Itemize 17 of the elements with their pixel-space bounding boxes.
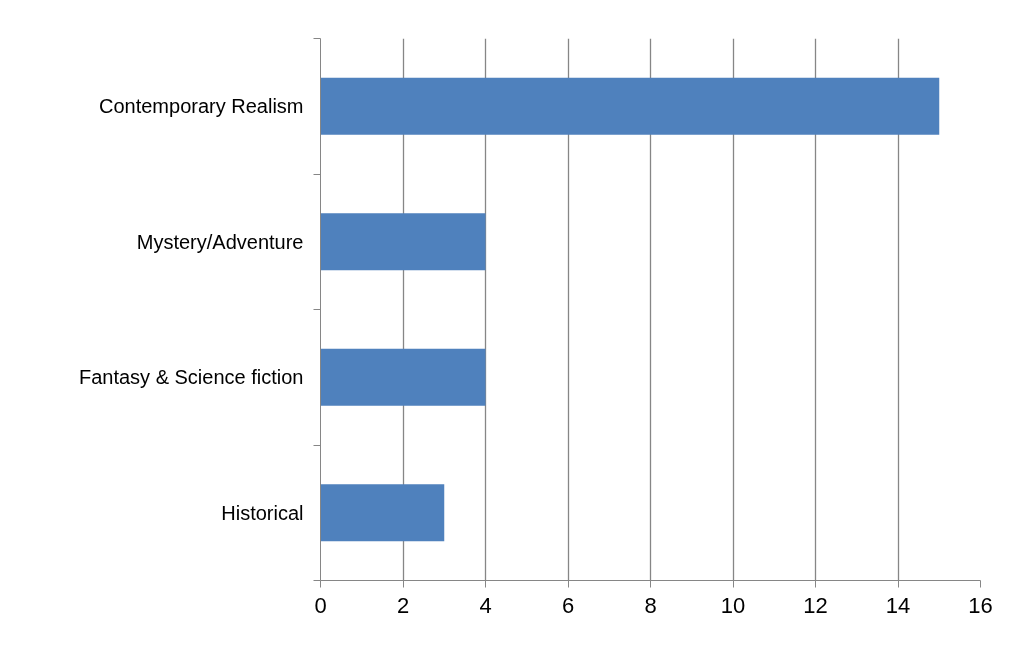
y-tick-label: Contemporary Realism xyxy=(98,95,304,118)
x-tick-label: 2 xyxy=(396,592,410,618)
x-tick-label: 8 xyxy=(644,592,657,618)
x-tick-label: 0 xyxy=(314,592,327,618)
bar xyxy=(320,213,486,271)
x-tick-label: 6 xyxy=(561,592,575,618)
x-tick-label: 16 xyxy=(968,592,993,618)
bar xyxy=(320,484,445,542)
y-tick-label: Historical xyxy=(221,501,304,524)
x-tick-label: 12 xyxy=(803,592,828,618)
x-tick-label: 10 xyxy=(720,592,746,618)
bar xyxy=(320,348,486,406)
y-tick-label: Mystery/Adventure xyxy=(136,230,304,253)
x-tick-label: 4 xyxy=(479,592,492,618)
x-tick-label: 14 xyxy=(885,592,911,618)
bar xyxy=(320,77,940,135)
y-tick-label: Fantasy & Science fiction xyxy=(78,366,304,389)
